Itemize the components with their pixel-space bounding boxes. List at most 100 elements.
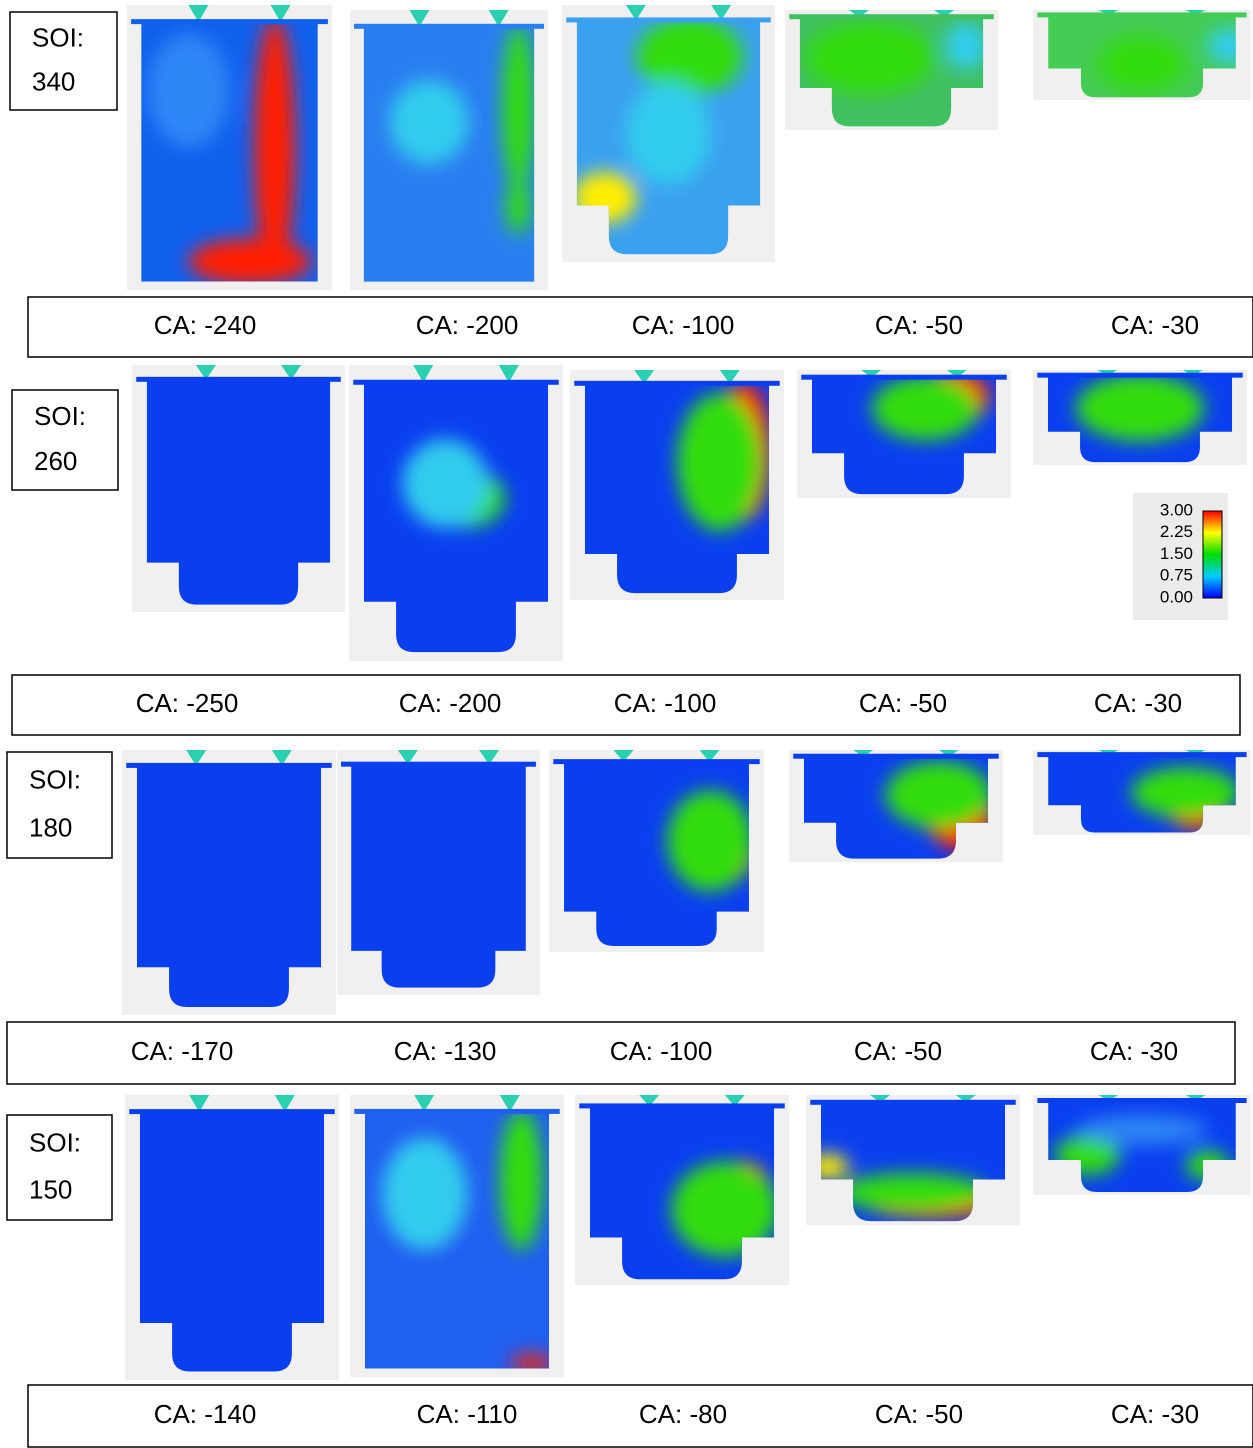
blur-group	[667, 790, 753, 891]
head	[1037, 12, 1246, 17]
ca-label: CA: -50	[875, 1399, 963, 1429]
soi-value: 340	[32, 66, 75, 96]
colorbar-tick-label: 2.25	[1160, 522, 1193, 541]
field-blob	[806, 22, 934, 94]
ca-label: CA: -100	[614, 688, 717, 718]
ca-label: CA: -80	[639, 1399, 727, 1429]
ca-label: CA: -50	[859, 688, 947, 718]
ca-label: CA: -30	[1094, 688, 1182, 718]
soi-label: SOI:	[34, 401, 86, 431]
figure: SOI: 340 CA: -240 CA: -200 CA: -100 CA: -50 CA…	[0, 0, 1253, 1448]
field-blob	[403, 439, 489, 528]
simulation-panel	[125, 1095, 339, 1380]
head	[353, 380, 558, 385]
ca-label: CA: -30	[1111, 1399, 1199, 1429]
field-blob	[390, 80, 469, 164]
field-blobs	[1076, 375, 1204, 442]
head	[801, 375, 1006, 380]
simulation-panel	[122, 750, 336, 1015]
soi-value: 180	[29, 812, 72, 842]
field-blob	[838, 1173, 988, 1212]
simulation-panel	[127, 5, 332, 290]
field-blob	[1077, 1115, 1208, 1145]
head	[1037, 752, 1246, 757]
simulation-panel	[1033, 750, 1251, 835]
head	[574, 381, 779, 386]
soi-label: SOI:	[29, 1127, 81, 1157]
field-blobs	[667, 790, 753, 891]
colorbar-tick-label: 1.50	[1160, 544, 1193, 563]
simulation-panel	[350, 10, 548, 290]
soi-label: SOI:	[32, 22, 84, 52]
colorbar	[1203, 511, 1222, 598]
head	[129, 1109, 334, 1114]
ca-label: CA: -50	[875, 310, 963, 340]
page: SOI: 340 CA: -240 CA: -200 CA: -100 CA: -50 CA…	[0, 0, 1253, 1448]
colorbar-tick-label: 3.00	[1160, 500, 1193, 519]
head	[341, 762, 536, 767]
field-blob	[872, 376, 979, 440]
head	[1037, 373, 1242, 378]
simulation-panel	[1033, 1095, 1251, 1195]
simulation-panel	[350, 1095, 564, 1377]
simulation-panel	[789, 750, 1003, 862]
field-blob	[637, 18, 744, 95]
ca-label: CA: -240	[154, 310, 257, 340]
field-blob	[506, 178, 530, 234]
blur-group	[1076, 375, 1204, 442]
simulation-panel	[575, 1095, 789, 1285]
head	[354, 24, 544, 29]
head	[579, 1103, 784, 1108]
head	[793, 754, 998, 759]
colorbar-tick-label: 0.75	[1160, 566, 1193, 585]
simulation-panel	[1033, 370, 1247, 465]
field-blob	[500, 1109, 543, 1250]
ca-label: CA: -100	[610, 1036, 713, 1066]
simulation-panel	[785, 10, 998, 130]
simulation-panel	[562, 5, 775, 262]
field-blob	[148, 34, 230, 148]
head	[553, 759, 759, 764]
field-blob	[885, 761, 992, 828]
field-blob	[1076, 375, 1204, 442]
field-blob	[1098, 37, 1185, 91]
head	[566, 17, 770, 22]
head	[789, 14, 993, 19]
simulation-panel	[570, 370, 784, 600]
ca-label: CA: -30	[1090, 1036, 1178, 1066]
field-blob	[677, 393, 763, 531]
ca-label: CA: -250	[136, 688, 239, 718]
simulation-panel	[349, 365, 563, 661]
head	[810, 1100, 1015, 1105]
simulation-panel	[806, 1095, 1020, 1225]
ca-label: CA: -130	[394, 1036, 497, 1066]
field-blob	[382, 1137, 468, 1250]
head	[136, 377, 340, 382]
simulation-panel	[1033, 10, 1251, 100]
head	[354, 1109, 559, 1114]
soi-value: 150	[29, 1175, 72, 1205]
field-blob	[626, 82, 711, 185]
field-blob	[502, 24, 534, 192]
simulation-panel	[797, 370, 1011, 498]
ca-label: CA: -200	[416, 310, 519, 340]
head	[126, 763, 331, 768]
field-blob	[667, 790, 753, 891]
simulation-panel	[337, 750, 540, 995]
ca-label: CA: -110	[417, 1399, 518, 1429]
colorbar-tick-label: 0.00	[1160, 587, 1193, 606]
field-blob	[945, 22, 988, 70]
ca-label: CA: -200	[399, 688, 502, 718]
soi-value: 260	[34, 446, 77, 476]
ca-label: CA: -140	[154, 1399, 257, 1429]
head	[131, 19, 328, 24]
ca-label: CA: -170	[131, 1036, 234, 1066]
head	[1037, 1098, 1246, 1103]
simulation-panel	[549, 750, 764, 952]
field-blob	[189, 239, 312, 285]
ca-label: CA: -100	[632, 310, 735, 340]
soi-label: SOI:	[29, 765, 81, 795]
ca-label: CA: -30	[1111, 310, 1199, 340]
ca-label: CA: -50	[854, 1036, 942, 1066]
simulation-panel	[132, 365, 345, 612]
